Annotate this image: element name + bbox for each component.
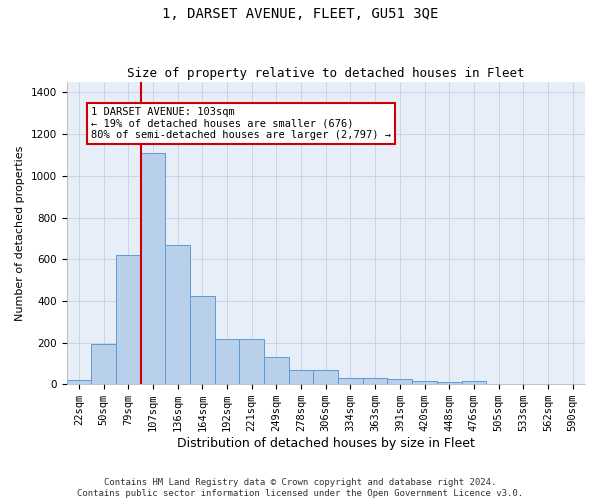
Bar [116, 255, 140, 384]
Bar [313, 370, 338, 384]
Y-axis label: Number of detached properties: Number of detached properties [15, 146, 25, 321]
Bar [338, 378, 363, 384]
Title: Size of property relative to detached houses in Fleet: Size of property relative to detached ho… [127, 66, 524, 80]
Bar [165, 244, 190, 384]
Bar [264, 357, 289, 384]
Bar [461, 381, 486, 384]
Bar [289, 370, 313, 384]
Bar [140, 153, 165, 384]
Bar [190, 296, 215, 384]
Text: 1, DARSET AVENUE, FLEET, GU51 3QE: 1, DARSET AVENUE, FLEET, GU51 3QE [162, 8, 438, 22]
Text: Contains HM Land Registry data © Crown copyright and database right 2024.
Contai: Contains HM Land Registry data © Crown c… [77, 478, 523, 498]
Bar [388, 379, 412, 384]
Bar [91, 344, 116, 384]
X-axis label: Distribution of detached houses by size in Fleet: Distribution of detached houses by size … [177, 437, 475, 450]
Bar [67, 380, 91, 384]
Bar [437, 382, 461, 384]
Bar [363, 378, 388, 384]
Bar [412, 381, 437, 384]
Bar [239, 340, 264, 384]
Text: 1 DARSET AVENUE: 103sqm
← 19% of detached houses are smaller (676)
80% of semi-d: 1 DARSET AVENUE: 103sqm ← 19% of detache… [91, 107, 391, 140]
Bar [215, 340, 239, 384]
